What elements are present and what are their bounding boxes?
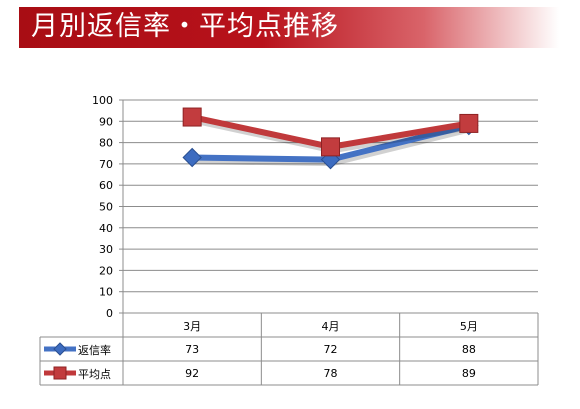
x-category-label: 5月 [460,320,478,333]
x-category-label: 3月 [183,320,201,333]
table-cell-value: 72 [324,343,338,356]
legend-key-marker [53,342,67,356]
legend-key-marker [53,366,67,380]
y-tick-label: 40 [99,222,113,235]
table-cell-value: 88 [462,343,476,356]
y-tick-label: 90 [99,115,113,128]
y-tick-label: 10 [99,286,113,299]
y-tick-label: 0 [106,307,113,320]
x-category-label: 4月 [322,320,340,333]
legend-series-name: 平均点 [78,368,111,381]
data-point-diamond [182,147,202,168]
table-cell-value: 78 [324,367,338,380]
y-tick-label: 100 [92,94,113,107]
y-tick-label: 20 [99,264,113,277]
y-tick-label: 70 [99,158,113,171]
y-tick-label: 60 [99,179,113,192]
table-cell-value: 89 [462,367,476,380]
table-cell-value: 92 [185,367,199,380]
legend-series-name: 返信率 [78,343,111,357]
table-cell-value: 73 [185,343,199,356]
y-tick-label: 30 [99,243,113,256]
y-tick-label: 50 [99,201,113,214]
data-point-square [182,107,202,127]
y-tick-label: 80 [99,137,113,150]
page-title: 月別返信率・平均点推移 [31,11,339,42]
data-point-square [459,113,479,133]
data-point-square [321,137,340,157]
title-banner: 月別返信率・平均点推移 [19,7,559,48]
